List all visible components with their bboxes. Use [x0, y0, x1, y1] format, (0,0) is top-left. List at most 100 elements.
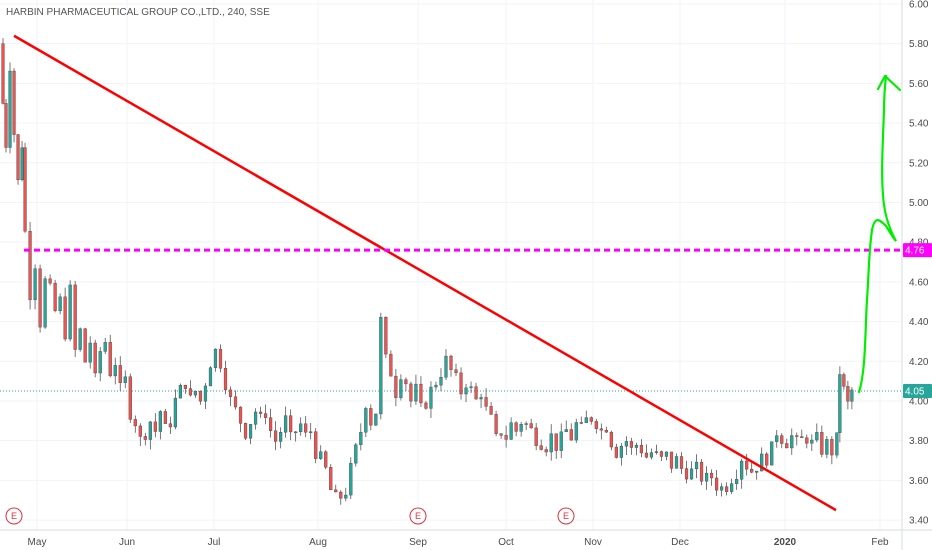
- candle-down: [384, 317, 388, 355]
- candle-up: [103, 342, 107, 352]
- candle-up: [68, 284, 72, 340]
- candle-up: [203, 385, 208, 402]
- y-tick-label: 3.60: [909, 476, 929, 487]
- candle-down: [83, 328, 87, 363]
- candle-down: [183, 384, 188, 389]
- candle-down: [304, 423, 308, 433]
- y-tick-label: 3.80: [909, 436, 929, 447]
- candle-down: [16, 134, 20, 181]
- candle-down: [118, 365, 122, 383]
- candle-down: [579, 422, 583, 424]
- candle-up: [364, 408, 368, 433]
- candle-down: [324, 451, 328, 468]
- downtrend-line: [13, 34, 837, 512]
- candle-down: [449, 355, 453, 370]
- candle-up: [624, 441, 628, 447]
- candle-up: [349, 462, 353, 496]
- x-tick-label: Jul: [208, 537, 221, 548]
- candle-down: [394, 375, 398, 398]
- candle-up: [43, 278, 47, 328]
- candle-up: [88, 342, 92, 363]
- candle-down: [73, 284, 77, 350]
- candle-down: [198, 390, 203, 402]
- candle-down: [63, 296, 67, 340]
- candle-down: [489, 406, 493, 415]
- candle-up: [299, 423, 303, 433]
- candle-down: [805, 437, 809, 444]
- y-tick-label: 3.40: [909, 516, 929, 527]
- candle-up: [374, 413, 378, 426]
- candle-down: [846, 386, 850, 402]
- candle-up: [479, 397, 483, 400]
- candle-up: [760, 453, 764, 472]
- candle-down: [594, 421, 598, 429]
- candle-down: [188, 388, 193, 396]
- level-price-badge-bg: [903, 243, 932, 258]
- candle-up: [584, 417, 588, 423]
- earnings-event-icon-label: E: [563, 511, 569, 521]
- candle-down: [334, 489, 338, 493]
- candle-down: [168, 423, 172, 428]
- candle-down: [108, 342, 112, 377]
- candle-down: [143, 436, 147, 440]
- y-tick-label: 4.40: [909, 317, 929, 328]
- earnings-event-icon[interactable]: [5, 507, 23, 525]
- candle-down: [243, 423, 248, 439]
- candle-up: [8, 70, 12, 148]
- candle-up: [674, 456, 679, 469]
- candle-up: [429, 386, 433, 409]
- candle-down: [12, 70, 16, 135]
- y-tick-label: 6.00: [909, 0, 929, 10]
- candle-up: [810, 439, 814, 444]
- candle-down: [659, 451, 664, 457]
- candle-down: [128, 376, 132, 420]
- candle-down: [228, 389, 233, 397]
- candle-up: [509, 422, 513, 440]
- candle-up: [359, 432, 363, 445]
- candle-up: [524, 423, 528, 425]
- candle-down: [684, 468, 689, 480]
- candle-up: [414, 383, 418, 402]
- candle-down: [785, 443, 789, 449]
- candle-down: [258, 411, 263, 414]
- candle-up: [148, 421, 152, 440]
- candle-up: [835, 432, 839, 456]
- candle-down: [459, 372, 463, 395]
- candle-up: [284, 415, 288, 433]
- candle-down: [484, 397, 488, 407]
- x-tick-label: Dec: [671, 537, 689, 548]
- candle-up: [319, 451, 323, 459]
- x-tick-label: Aug: [309, 537, 327, 548]
- candle-down: [133, 419, 137, 427]
- candle-up: [379, 317, 383, 415]
- candle-up: [825, 439, 829, 455]
- candle-up: [694, 461, 699, 470]
- candle-up: [113, 365, 117, 377]
- candle-up: [439, 377, 443, 386]
- candle-down: [504, 435, 508, 440]
- candle-up: [469, 386, 473, 389]
- candle-up: [634, 445, 639, 448]
- candle-down: [714, 477, 719, 491]
- candle-down: [679, 456, 684, 469]
- x-tick-label: May: [28, 537, 47, 548]
- candle-up: [464, 387, 468, 395]
- earnings-event-icon[interactable]: [557, 507, 575, 525]
- candle-down: [629, 441, 633, 448]
- candle-down: [474, 386, 478, 400]
- x-tick-label: 2020: [774, 537, 797, 548]
- candle-down: [28, 230, 32, 301]
- earnings-event-icon[interactable]: [409, 507, 427, 525]
- candle-up: [399, 379, 403, 398]
- candle-down: [599, 428, 603, 431]
- candle-down: [274, 430, 278, 442]
- candle-down: [1, 43, 5, 104]
- candle-up: [178, 384, 182, 399]
- x-tick-label: Jun: [119, 537, 135, 548]
- chart-title: HARBIN PHARMACEUTICAL GROUP CO.,LTD., 24…: [6, 7, 270, 18]
- candle-up: [559, 431, 563, 451]
- candle-up: [173, 397, 177, 428]
- candle-down: [614, 446, 618, 458]
